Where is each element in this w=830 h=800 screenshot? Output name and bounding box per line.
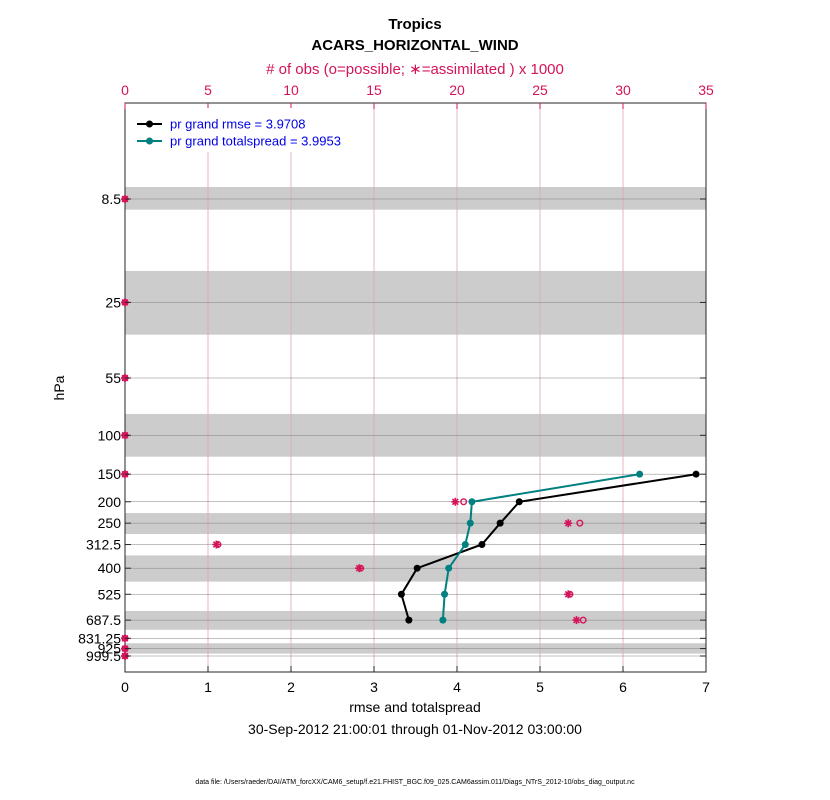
y-tick-label: 25 (105, 294, 121, 310)
asterisk-stroke (564, 519, 572, 527)
y-tick-label: 150 (98, 466, 122, 482)
y-tick-label: 999.5 (86, 648, 121, 664)
series-1-point-250 (466, 519, 474, 527)
data-file-footnote: data file: /Users/raeder/DAI/ATM_forcXX/… (195, 779, 635, 786)
top-tick-label: 35 (698, 82, 714, 98)
obs-assimilated-687.5 (572, 616, 581, 625)
chart-subtitle: ACARS_HORIZONTAL_WIND (311, 37, 518, 54)
obs-assimilated-250 (564, 519, 573, 528)
series-layer (397, 470, 700, 624)
y-tick-label: 525 (98, 586, 122, 602)
obs-assimilated-200 (451, 497, 460, 506)
obs-assimilated-312.5 (212, 540, 221, 549)
top-tick-label: 0 (121, 82, 129, 98)
obs-possible-250 (576, 519, 584, 527)
series-0-point-312.5 (478, 541, 486, 549)
asterisk-stroke (573, 616, 580, 624)
asterisk-stroke (451, 498, 459, 506)
y-tick-label: 100 (98, 427, 122, 443)
x-tick-label: 2 (287, 679, 295, 695)
y-tick-label: 8.5 (102, 191, 122, 207)
x-tick-label: 5 (536, 679, 544, 695)
top-tick-label: 5 (204, 82, 212, 98)
legend-box (130, 108, 370, 152)
series-0-point-200 (515, 498, 523, 506)
asterisk-stroke (212, 541, 220, 548)
plot-frame (124, 102, 707, 673)
x-tick-label: 0 (121, 679, 129, 695)
top-tick-label: 15 (366, 82, 382, 98)
top-tick-label: 20 (449, 82, 465, 98)
x-tick-label: 4 (453, 679, 461, 695)
series-1-point-525 (441, 590, 449, 598)
y-tick-label: 831.25 (78, 630, 121, 646)
shaded-layers (125, 187, 706, 654)
series-0-point-687.5 (405, 616, 413, 624)
top-tick-label: 30 (615, 82, 631, 98)
x-tick-label: 6 (619, 679, 627, 695)
y-tick-label: 250 (98, 515, 122, 531)
legend: pr grand rmse = 3.9708 pr grand totalspr… (130, 108, 370, 152)
x-tick-label: 1 (204, 679, 212, 695)
legend-spread-marker (146, 137, 153, 145)
top-axis-label: # of obs (o=possible; ∗=assimilated ) x … (266, 61, 564, 78)
series-line-0 (400, 473, 697, 621)
legend-rmse-label: pr grand rmse = 3.9708 (170, 117, 306, 132)
shaded-layer-0 (125, 187, 706, 210)
y-tick-label: 200 (98, 494, 122, 510)
shaded-layer-3 (125, 513, 706, 535)
y-axis-label: hPa (51, 375, 67, 400)
axis-ticks: 0 1 2 3 4 5 6 7 0 5 10 15 20 25 30 35 8.5 25 55 100 150 200 25… (78, 82, 714, 695)
obs-assimilated-400 (355, 564, 364, 573)
series-0-point-250 (496, 519, 504, 527)
series-0-point-400 (413, 564, 421, 572)
top-tick-label: 10 (283, 82, 299, 98)
y-tick-label: 400 (98, 560, 122, 576)
y-tick-label: 55 (105, 370, 121, 386)
chart-title: Tropics (388, 16, 441, 33)
y-tick-label: 312.5 (86, 537, 121, 553)
x-axis-label: rmse and totalspread (349, 699, 481, 715)
x-tick-label: 3 (370, 679, 378, 695)
asterisk-stroke (564, 590, 572, 598)
series-1-point-150 (636, 470, 644, 478)
obs-assimilated-525 (564, 590, 573, 599)
series-1-point-200 (468, 498, 476, 506)
asterisk-stroke (355, 564, 363, 572)
series-0-point-150 (692, 470, 700, 478)
shaded-layer-1 (125, 270, 706, 335)
x-tick-label: 7 (702, 679, 710, 695)
series-0-point-525 (397, 590, 405, 598)
series-1-point-400 (445, 564, 453, 572)
y-tick-label: 925 (98, 641, 122, 657)
y-tick-label: 687.5 (86, 612, 121, 628)
top-tick-label: 25 (532, 82, 548, 98)
obs-possible-200 (460, 498, 468, 506)
legend-rmse-marker (146, 120, 153, 128)
legend-spread-label: pr grand totalspread = 3.9953 (170, 134, 341, 149)
time-range: 30-Sep-2012 21:00:01 through 01-Nov-2012… (248, 721, 582, 737)
series-1-point-687.5 (439, 616, 447, 624)
series-1-point-312.5 (461, 541, 469, 549)
